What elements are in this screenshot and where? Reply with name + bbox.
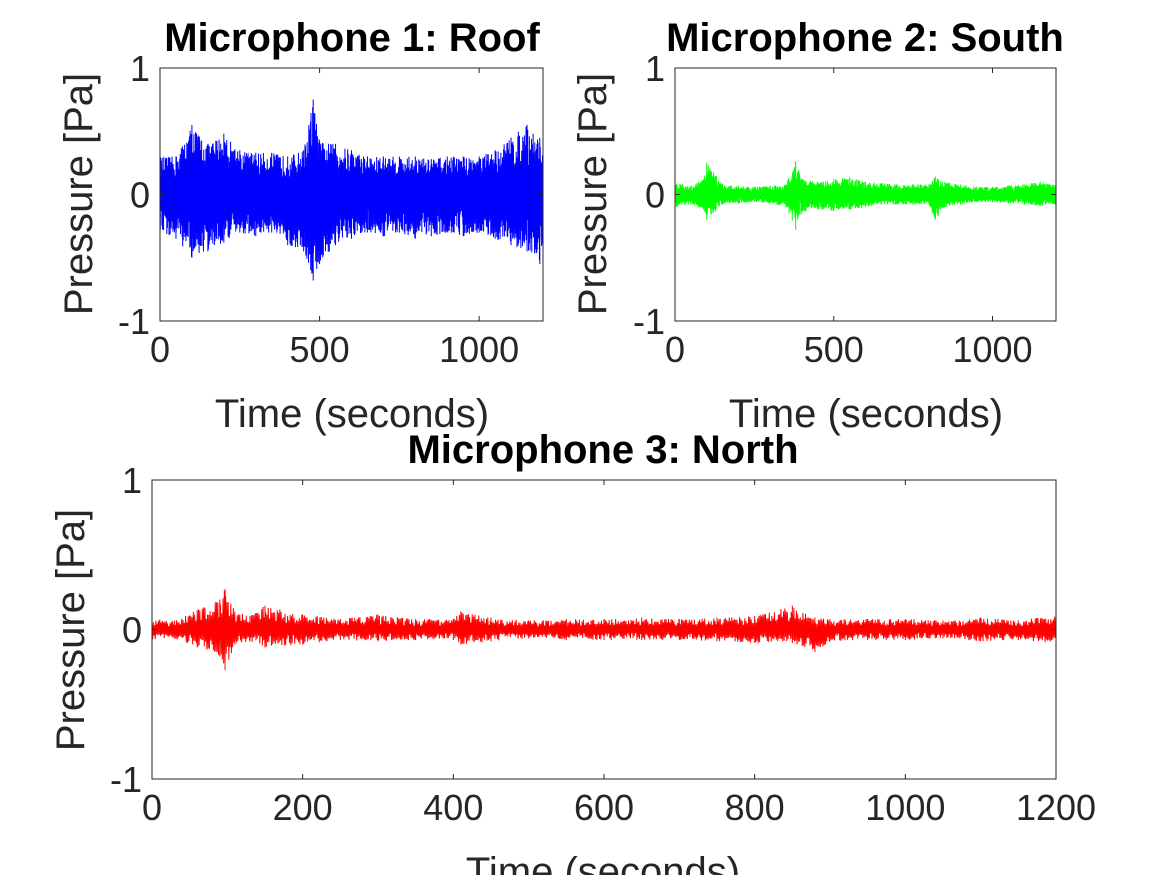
signal-trace [674, 161, 1057, 230]
y-tick-label: 0 [645, 175, 665, 216]
x-tick-labels: 0 200 400 600 800 1000 1200 [142, 787, 1096, 828]
x-axis-label: Time (seconds) [466, 850, 740, 875]
x-tick-label: 400 [423, 787, 483, 828]
y-axis-label: Pressure [Pa] [49, 509, 93, 751]
y-tick-label: 1 [122, 460, 142, 501]
x-tick-label: 1200 [1016, 787, 1096, 828]
x-tick-label: 0 [142, 787, 162, 828]
y-tick-label: 1 [130, 48, 150, 89]
x-tick-label: 0 [150, 329, 170, 370]
y-tick-labels: -1 0 1 [118, 48, 150, 342]
signal-trace [151, 589, 1057, 670]
subplot-title: Microphone 1: Roof [164, 16, 540, 60]
y-tick-labels: -1 0 1 [110, 460, 142, 800]
x-axis-label: Time (seconds) [729, 392, 1003, 436]
x-tick-labels: 0 500 1000 [665, 329, 1033, 370]
y-axis-label: Pressure [Pa] [571, 73, 615, 315]
tick-marks [159, 67, 543, 322]
x-tick-label: 500 [290, 329, 350, 370]
y-tick-label: -1 [110, 759, 142, 800]
subplot-microphone-3: Microphone 3: North 0 200 400 600 800 1000 120… [49, 428, 1096, 875]
y-axis-label: Pressure [Pa] [57, 73, 101, 315]
subplot-title: Microphone 2: South [666, 16, 1064, 60]
x-tick-label: 0 [665, 329, 685, 370]
x-tick-label: 200 [273, 787, 333, 828]
signal-line [159, 99, 544, 281]
tick-marks [151, 479, 1057, 780]
y-tick-label: -1 [118, 301, 150, 342]
x-tick-label: 600 [574, 787, 634, 828]
x-axis-label: Time (seconds) [215, 392, 489, 436]
x-tick-label: 800 [725, 787, 785, 828]
x-tick-label: 1000 [952, 329, 1032, 370]
tick-marks [674, 67, 1056, 322]
x-tick-labels: 0 500 1000 [150, 329, 519, 370]
y-tick-label: -1 [633, 301, 665, 342]
x-tick-label: 500 [804, 329, 864, 370]
y-tick-label: 0 [122, 610, 142, 651]
x-tick-label: 1000 [439, 329, 519, 370]
subplot-microphone-1: Microphone 1: Roof 0 500 1000 -101 Time (s… [57, 16, 544, 436]
signal-trace [159, 99, 544, 281]
y-tick-label: 1 [645, 48, 665, 89]
y-tick-labels: -1 0 1 [633, 48, 665, 342]
y-tick-label: 0 [130, 175, 150, 216]
signal-line [674, 161, 1057, 230]
x-tick-label: 1000 [865, 787, 945, 828]
subplot-title: Microphone 3: North [407, 428, 798, 472]
signal-line [151, 589, 1057, 670]
subplot-microphone-2: Microphone 2: South 0 500 1000 -101 Time (… [571, 16, 1064, 436]
